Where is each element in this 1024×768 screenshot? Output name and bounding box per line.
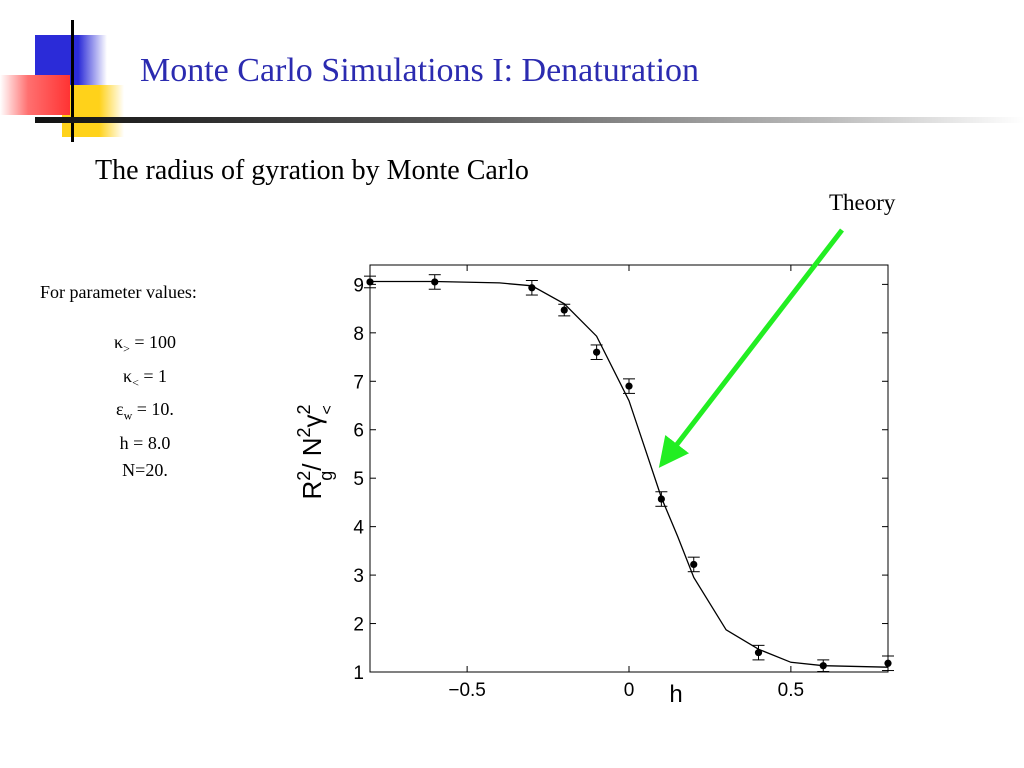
y-tick-label: 5	[353, 469, 364, 490]
point-marker	[366, 278, 374, 286]
x-axis-label: h	[669, 681, 682, 708]
param-epsilon-w: εw = 10.	[40, 396, 250, 430]
svg-text:R2g/ N2γ2<: R2 g/ N2γ2 <	[294, 404, 336, 499]
point-marker	[528, 284, 536, 292]
y-label-sub3: <	[319, 405, 336, 414]
point-marker	[657, 495, 665, 503]
data-point	[623, 378, 635, 394]
deco-horizontal-bar	[35, 117, 1024, 123]
parameter-list: For parameter values: κ> = 100 κ< = 1 εw…	[40, 282, 250, 484]
data-point	[752, 644, 765, 661]
kappa-lt-value: = 1	[138, 365, 167, 386]
data-point	[525, 280, 538, 296]
y-label-r: R	[297, 481, 327, 500]
y-tick-label: 8	[353, 324, 364, 345]
point-marker	[819, 662, 827, 670]
theory-label: Theory	[829, 190, 896, 215]
deco-red-square	[0, 75, 70, 115]
data-point	[687, 556, 700, 573]
plot-frame	[369, 264, 889, 673]
data-point	[364, 275, 376, 289]
y-label-sup3: 2	[294, 404, 314, 414]
data-point	[655, 491, 668, 507]
parameter-header: For parameter values:	[40, 282, 197, 302]
kappa-lt-subscript: <	[132, 375, 139, 390]
y-tick-label: 1	[353, 663, 364, 684]
y-label-mid: / N	[297, 437, 327, 470]
kappa-symbol: κ	[122, 365, 133, 386]
data-point	[590, 344, 603, 360]
kappa-gt-subscript: >	[123, 341, 130, 356]
y-label-sup1: 2	[294, 471, 314, 481]
data-point	[882, 655, 894, 672]
monte-carlo-points-group	[364, 274, 894, 673]
slide-subtitle: The radius of gyration by Monte Carlo	[95, 155, 529, 186]
point-marker	[593, 348, 601, 356]
param-n: N=20.	[122, 459, 168, 480]
y-label-sup2: 2	[294, 427, 314, 437]
y-tick-label: 6	[353, 421, 364, 442]
param-kappa-gt: κ> = 100	[40, 329, 250, 363]
slide-title: Monte Carlo Simulations I: Denaturation	[140, 52, 700, 89]
data-point	[428, 274, 441, 290]
epsilon-symbol: ε	[116, 399, 124, 420]
x-tick-label: 0.5	[778, 680, 804, 701]
y-label-sub1: g	[316, 471, 336, 481]
point-marker	[625, 382, 633, 390]
y-axis: 1 2 3 4 5 6 7 8 9	[353, 275, 888, 684]
theory-curve-line	[370, 280, 889, 668]
point-marker	[754, 649, 763, 657]
deco-vertical-line	[71, 20, 74, 142]
y-label-gamma: γ	[297, 414, 327, 427]
param-h: h = 8.0	[119, 432, 171, 453]
kappa-symbol: κ	[113, 332, 124, 352]
x-axis: −0.5 0 0.5	[448, 265, 804, 701]
point-marker	[884, 659, 892, 667]
theory-curve-group	[370, 280, 889, 668]
point-marker	[560, 306, 568, 314]
y-tick-label: 7	[353, 372, 364, 393]
y-tick-label: 9	[353, 275, 364, 296]
x-tick-label: −0.5	[448, 680, 486, 701]
y-axis-label: R2 g/ N2γ2 <	[294, 404, 336, 499]
y-tick-label: 2	[353, 615, 364, 636]
epsilon-w-subscript: w	[123, 408, 133, 423]
param-kappa-lt: κ< = 1	[40, 363, 250, 397]
theory-arrow	[658, 228, 844, 468]
epsilon-w-value: = 10.	[132, 399, 174, 420]
data-point	[558, 303, 571, 317]
point-marker	[690, 560, 698, 569]
point-marker	[431, 278, 439, 286]
data-point	[817, 659, 830, 673]
y-tick-label: 3	[353, 566, 364, 587]
x-tick-label: 0	[624, 680, 635, 701]
y-tick-label: 4	[353, 518, 364, 539]
kappa-gt-value: = 100	[129, 332, 176, 352]
